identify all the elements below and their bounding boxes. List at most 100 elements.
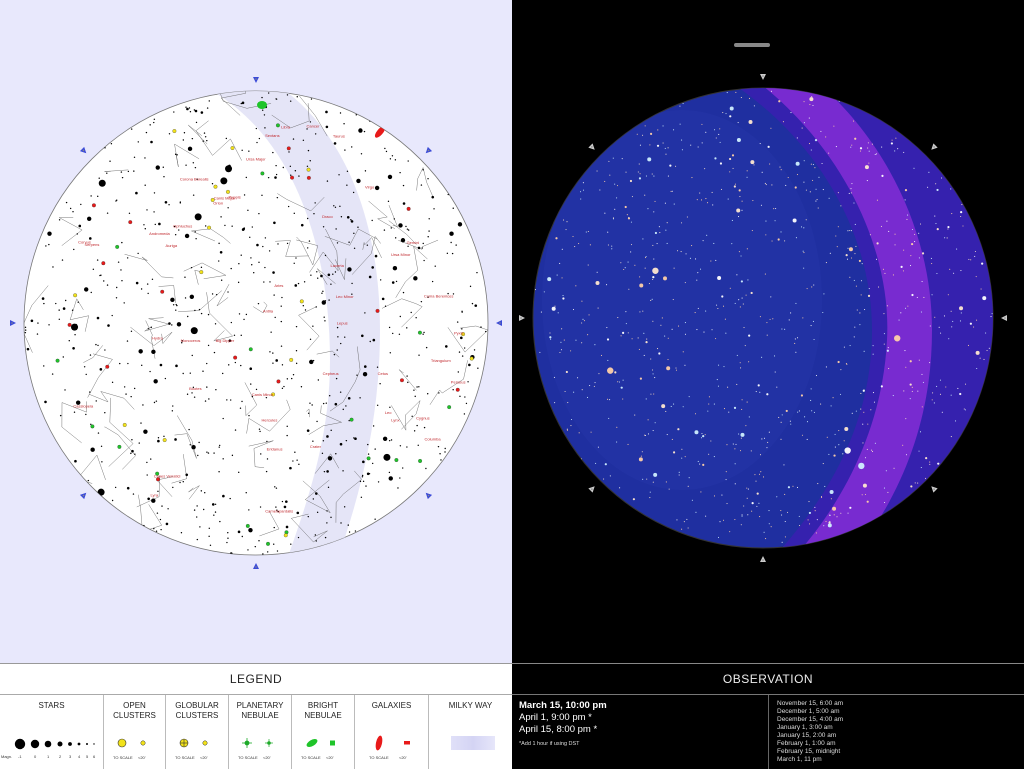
star [547, 277, 552, 282]
star [174, 234, 177, 236]
star [866, 500, 869, 503]
star [322, 440, 325, 442]
star [731, 219, 733, 222]
star [121, 280, 123, 282]
star [894, 150, 896, 152]
star [829, 489, 834, 494]
observation-time-item: February 1, 1:00 am [777, 740, 836, 747]
star [203, 132, 206, 134]
star [845, 254, 848, 257]
star [956, 248, 958, 250]
star [948, 338, 950, 340]
star [247, 209, 249, 212]
star [425, 467, 427, 470]
star [921, 373, 923, 375]
star [832, 506, 837, 511]
star [153, 121, 155, 124]
constellation-label: Leo Minor [336, 294, 354, 299]
sky-glow [542, 110, 822, 490]
star [143, 524, 145, 527]
star [367, 443, 369, 446]
star [727, 198, 729, 200]
constellation-label: Leo [385, 410, 392, 415]
star [642, 310, 644, 312]
star [867, 294, 871, 297]
star [783, 464, 785, 466]
constellation-label: Coma Berenices [424, 293, 454, 298]
star [330, 283, 332, 285]
star [681, 149, 683, 151]
star [574, 245, 576, 248]
constellation-label: Serpens [84, 242, 99, 247]
star [179, 481, 181, 484]
star [627, 217, 631, 220]
star [222, 417, 224, 420]
star [298, 463, 300, 466]
star [671, 328, 673, 330]
star [463, 413, 466, 415]
star [444, 451, 446, 453]
star [390, 227, 392, 229]
star [669, 164, 672, 167]
star [849, 506, 852, 509]
star [582, 189, 585, 191]
star [61, 259, 64, 261]
star [422, 242, 424, 245]
star [729, 157, 732, 161]
star [929, 325, 931, 327]
star [433, 208, 435, 210]
star [449, 231, 454, 236]
star [114, 486, 117, 489]
star [803, 252, 805, 254]
star [58, 219, 61, 221]
star [272, 151, 274, 154]
star [691, 245, 693, 247]
star [904, 199, 906, 201]
star [930, 257, 932, 260]
star [353, 232, 355, 235]
star [677, 428, 680, 431]
star [806, 288, 808, 290]
constellation-line [314, 453, 340, 474]
star [929, 463, 931, 465]
star [355, 114, 357, 116]
min-size-label: <20' [263, 755, 271, 760]
star [68, 339, 70, 342]
constellation-label: Taurus [333, 133, 345, 138]
star [837, 360, 840, 364]
star [189, 444, 191, 446]
star [795, 302, 797, 304]
constellation-line [317, 268, 336, 285]
star [927, 186, 929, 188]
star [829, 252, 831, 254]
star [293, 212, 295, 215]
star [398, 223, 403, 228]
star [550, 338, 552, 340]
star [452, 207, 454, 209]
star [209, 544, 212, 546]
star [330, 429, 332, 432]
star [787, 486, 791, 489]
star [456, 321, 459, 323]
star [855, 410, 857, 412]
star [729, 531, 731, 533]
star [549, 336, 552, 339]
star [608, 160, 610, 162]
compass-arrow-icon [253, 77, 259, 83]
star [300, 223, 304, 227]
star [388, 326, 391, 329]
deep-sky-object [394, 458, 399, 462]
star [892, 274, 894, 276]
star [559, 262, 561, 265]
deep-sky-object [290, 175, 294, 180]
star [644, 267, 646, 269]
star [667, 337, 669, 339]
star [815, 374, 818, 377]
star [734, 483, 736, 485]
star [804, 416, 806, 418]
star [231, 225, 233, 227]
star [729, 106, 734, 111]
star [273, 221, 276, 225]
star [97, 344, 99, 347]
star [193, 396, 196, 398]
